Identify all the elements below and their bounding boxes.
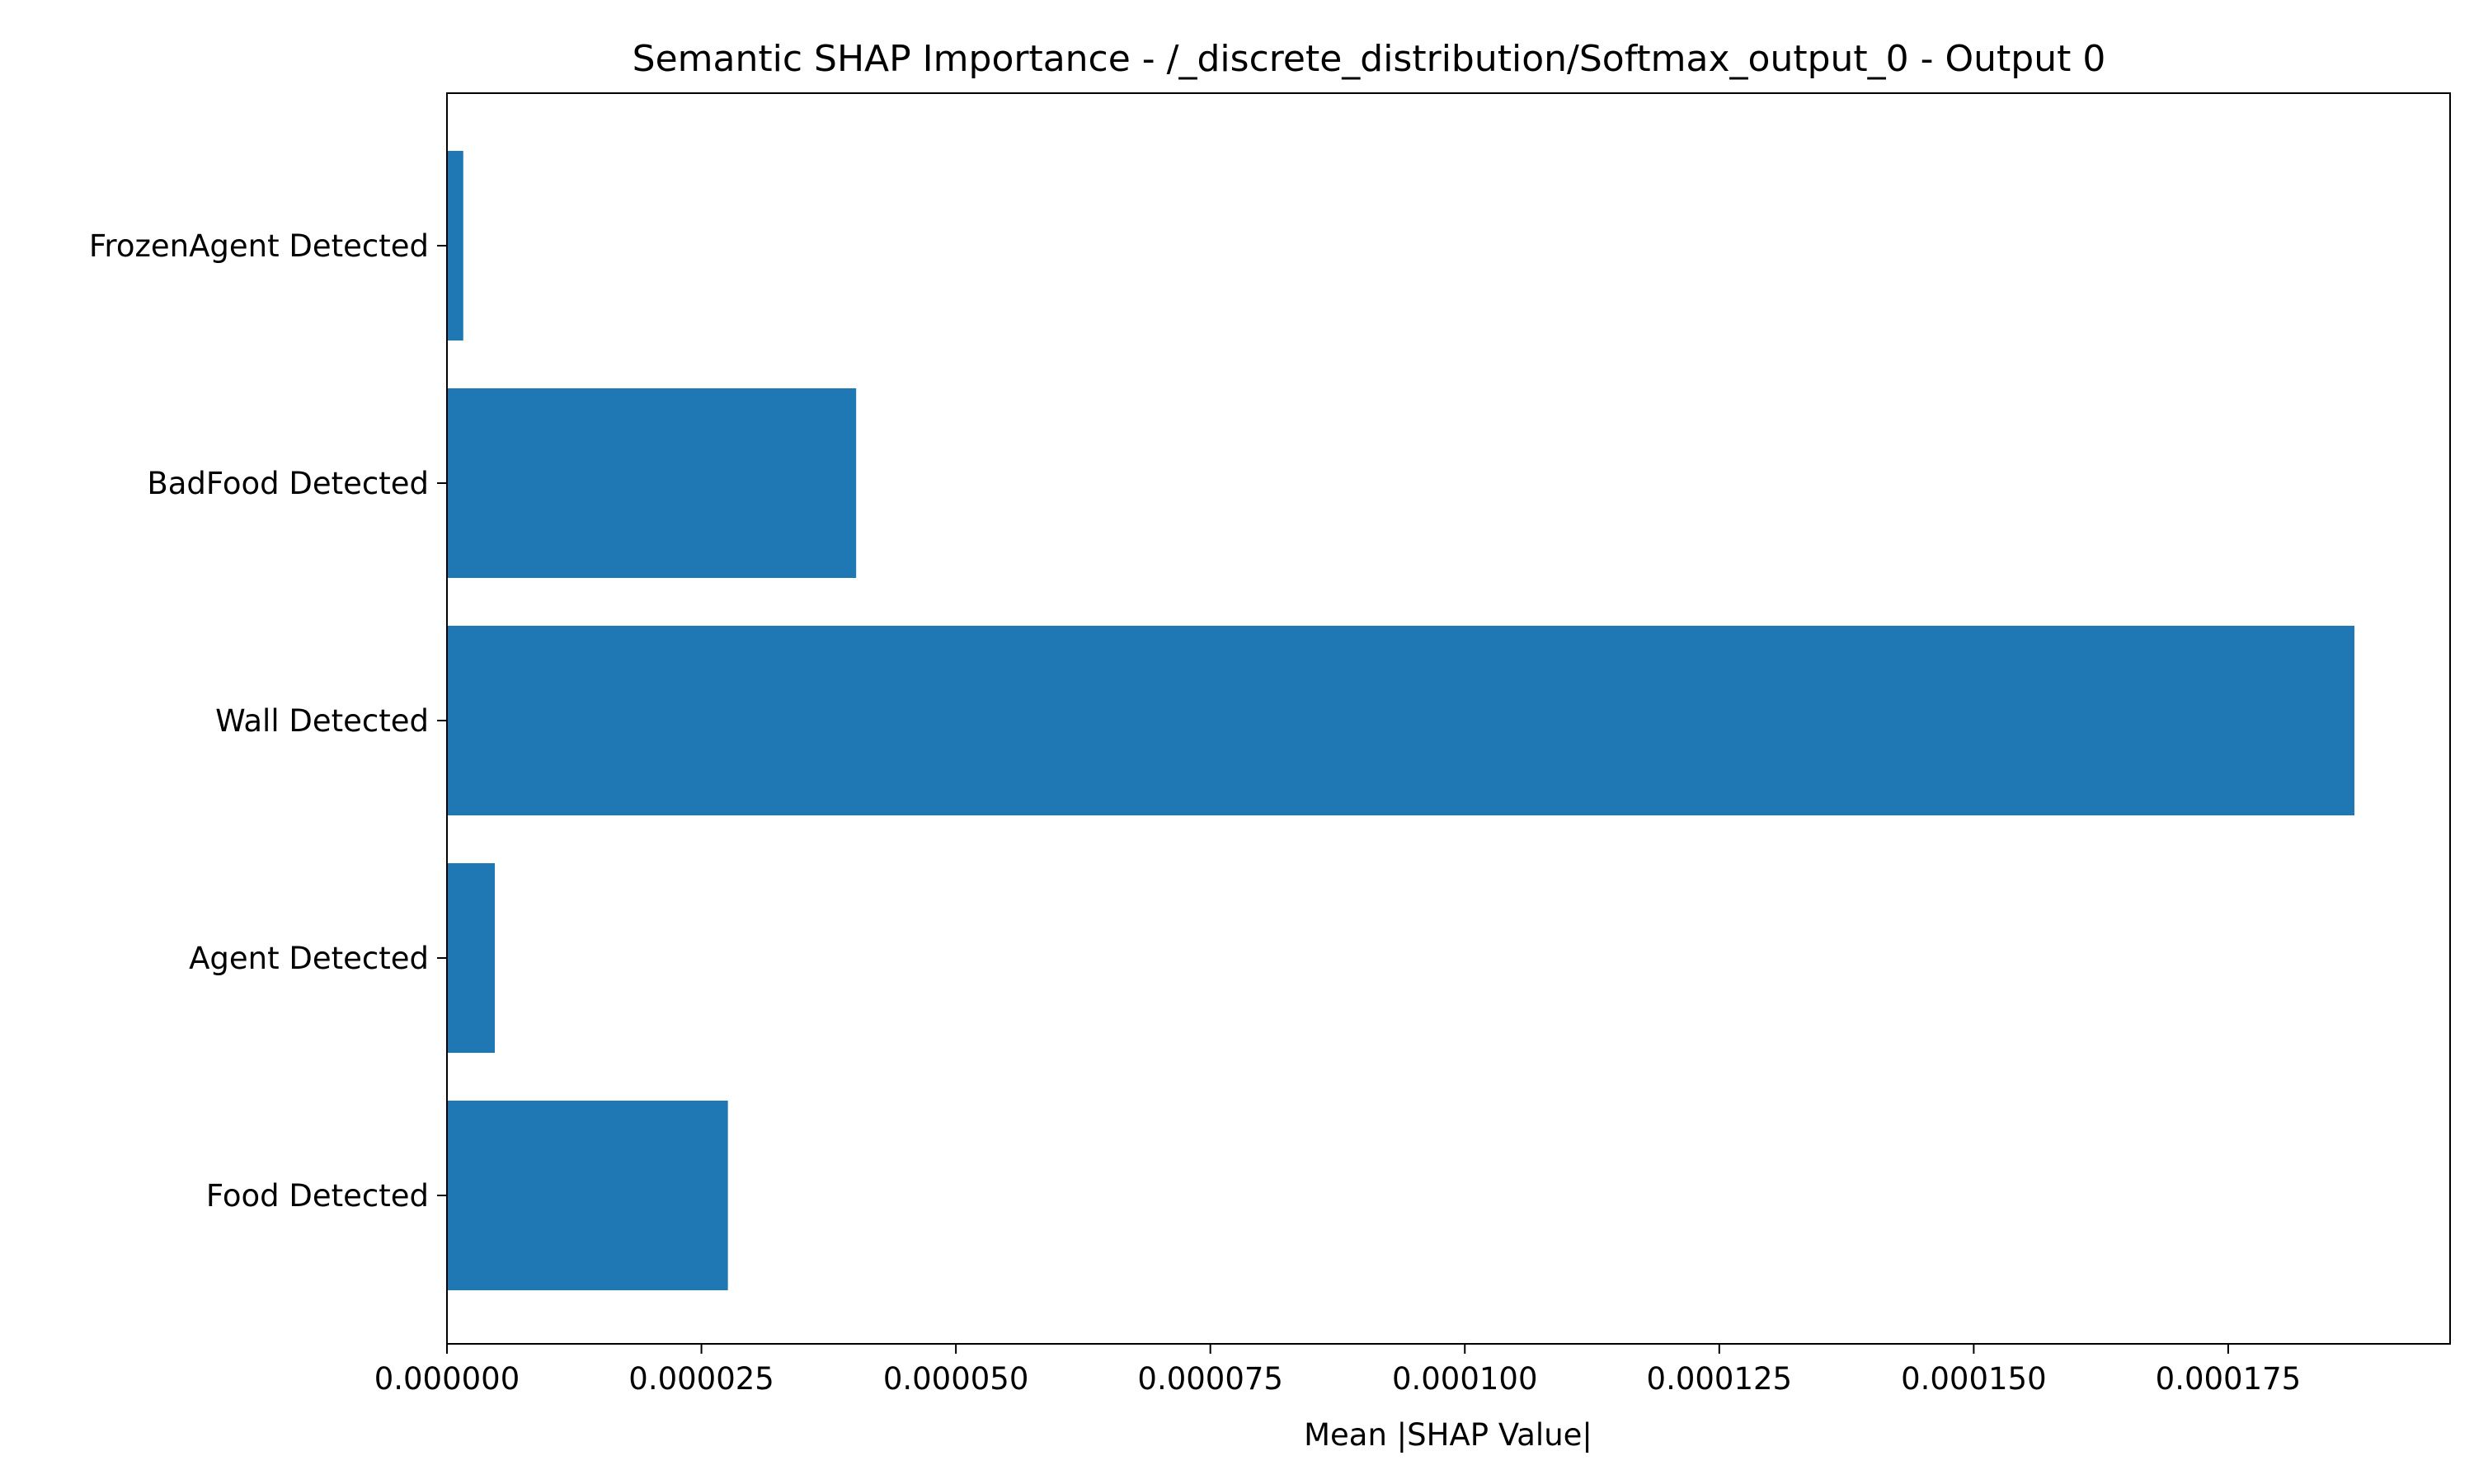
x-tick-label-1: 0.000025: [628, 1361, 774, 1397]
y-tick-label-food-detected: Food Detected: [206, 1178, 429, 1214]
bar-badfood-detected: [447, 388, 857, 578]
x-tick-label-2: 0.000050: [883, 1361, 1029, 1397]
y-tick-label-agent-detected: Agent Detected: [189, 941, 429, 976]
bar-wall-detected: [447, 626, 2354, 815]
x-axis-label: Mean |SHAP Value|: [1304, 1417, 1592, 1453]
y-tick-label-frozenagent-detected: FrozenAgent Detected: [89, 228, 429, 264]
x-axis: 0.000000 0.000025 0.000050 0.000075 0.000100…: [374, 1344, 2301, 1397]
x-tick-label-4: 0.000100: [1392, 1361, 1538, 1397]
bar-agent-detected: [447, 863, 496, 1053]
x-tick-label-7: 0.000175: [2156, 1361, 2302, 1397]
y-axis: FrozenAgent Detected BadFood Detected Wall…: [89, 228, 447, 1214]
chart-title: Semantic SHAP Importance - /_discrete_di…: [633, 38, 2106, 80]
x-tick-label-0: 0.000000: [374, 1361, 520, 1397]
plot-frame: [446, 92, 2451, 1345]
y-tick-label-badfood-detected: BadFood Detected: [147, 466, 429, 501]
x-tick-label-3: 0.000075: [1137, 1361, 1283, 1397]
bar-frozenagent-detected: [447, 151, 463, 340]
x-tick-label-6: 0.000150: [1901, 1361, 2047, 1397]
y-tick-label-wall-detected: Wall Detected: [215, 703, 429, 739]
bar-food-detected: [447, 1101, 728, 1290]
x-tick-label-5: 0.000125: [1647, 1361, 1793, 1397]
bars: [447, 151, 2354, 1290]
